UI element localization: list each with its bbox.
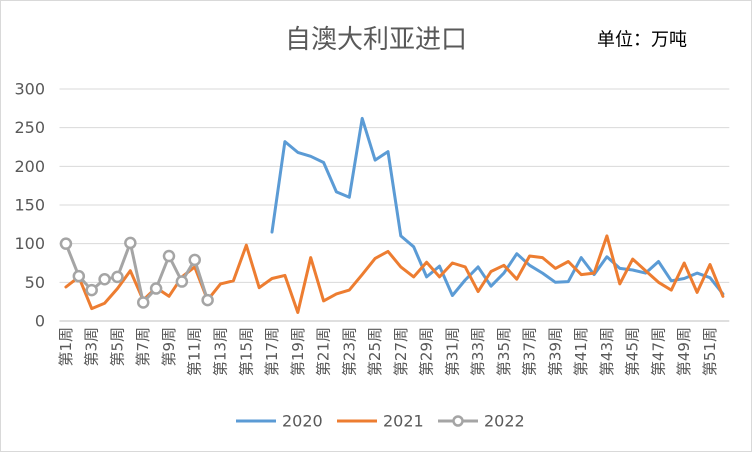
y-tick-label: 100 — [14, 234, 45, 253]
y-tick-label: 300 — [14, 80, 45, 99]
gridlines — [59, 88, 730, 322]
x-tick-label: 第21周 — [315, 327, 333, 376]
series-2021 — [64, 234, 725, 314]
data-point-2022 — [59, 237, 73, 250]
legend-marker-2022 — [452, 415, 464, 427]
x-tick-label: 第19周 — [289, 327, 307, 376]
x-tick-label: 第11周 — [186, 327, 204, 376]
series-layer — [59, 116, 725, 314]
data-point-2022 — [201, 293, 214, 307]
x-axis-tick-labels: 第1周 第3周 第5周 第7周 第9周 第11周 第13周 第15周 第17周 第19周 第21周第… — [57, 327, 719, 376]
x-tick-label: 第47周 — [649, 327, 667, 376]
series-2022 — [59, 236, 214, 309]
x-tick-label: 第5周 — [108, 327, 126, 367]
x-tick-label: 第43周 — [598, 327, 616, 376]
x-tick-label: 第1周 — [57, 327, 75, 367]
legend-item-2021: 2021 — [337, 412, 424, 431]
legend-label-2022: 2022 — [484, 412, 525, 431]
y-tick-label: 50 — [25, 273, 45, 292]
y-tick-label: 250 — [14, 118, 45, 137]
y-tick-label: 150 — [14, 196, 45, 215]
x-tick-label: 第39周 — [546, 327, 564, 376]
x-tick-label: 第31周 — [443, 327, 461, 376]
data-point-2022 — [136, 296, 150, 309]
x-tick-label: 第51周 — [701, 327, 719, 376]
x-tick-label: 第45周 — [624, 327, 642, 376]
data-point-2022 — [124, 236, 137, 250]
x-tick-label: 第3周 — [83, 327, 101, 367]
x-tick-label: 第15周 — [237, 327, 255, 376]
unit-label: 单位：万吨 — [597, 30, 687, 51]
y-tick-label: 200 — [14, 157, 45, 176]
data-point-2022 — [72, 269, 86, 283]
data-point-2022 — [188, 253, 201, 267]
x-tick-label: 第7周 — [134, 327, 152, 367]
y-tick-label: 0 — [35, 312, 45, 331]
x-tick-label: 第29周 — [418, 327, 436, 376]
legend-item-2020: 2020 — [236, 412, 323, 431]
x-tick-label: 第33周 — [469, 327, 487, 376]
legend: 2020 2021 2022 — [236, 412, 525, 431]
chart-title: 自澳大利亚进口 — [285, 25, 467, 55]
x-tick-label: 第23周 — [340, 327, 358, 376]
x-tick-label: 第9周 — [160, 327, 178, 367]
x-tick-label: 第49周 — [675, 327, 693, 376]
series-line-2021 — [64, 234, 725, 314]
legend-label-2020: 2020 — [282, 412, 323, 431]
x-tick-label: 第25周 — [366, 327, 384, 376]
x-tick-label: 第17周 — [263, 327, 281, 376]
legend-label-2021: 2021 — [383, 412, 424, 431]
x-tick-label: 第13周 — [212, 327, 230, 376]
data-point-2022 — [98, 272, 111, 286]
x-tick-label: 第41周 — [572, 327, 590, 376]
legend-item-2022: 2022 — [438, 412, 525, 431]
data-point-2022 — [175, 275, 189, 288]
x-tick-label: 第37周 — [521, 327, 539, 376]
data-point-2022 — [111, 270, 124, 284]
data-point-2022 — [85, 283, 98, 297]
y-axis-tick-labels: 0 50 100 150 200 250 300 — [14, 80, 45, 331]
data-point-2022 — [149, 282, 163, 295]
data-point-2022 — [162, 249, 176, 263]
x-tick-label: 第27周 — [392, 327, 410, 376]
x-tick-label: 第35周 — [495, 327, 513, 376]
